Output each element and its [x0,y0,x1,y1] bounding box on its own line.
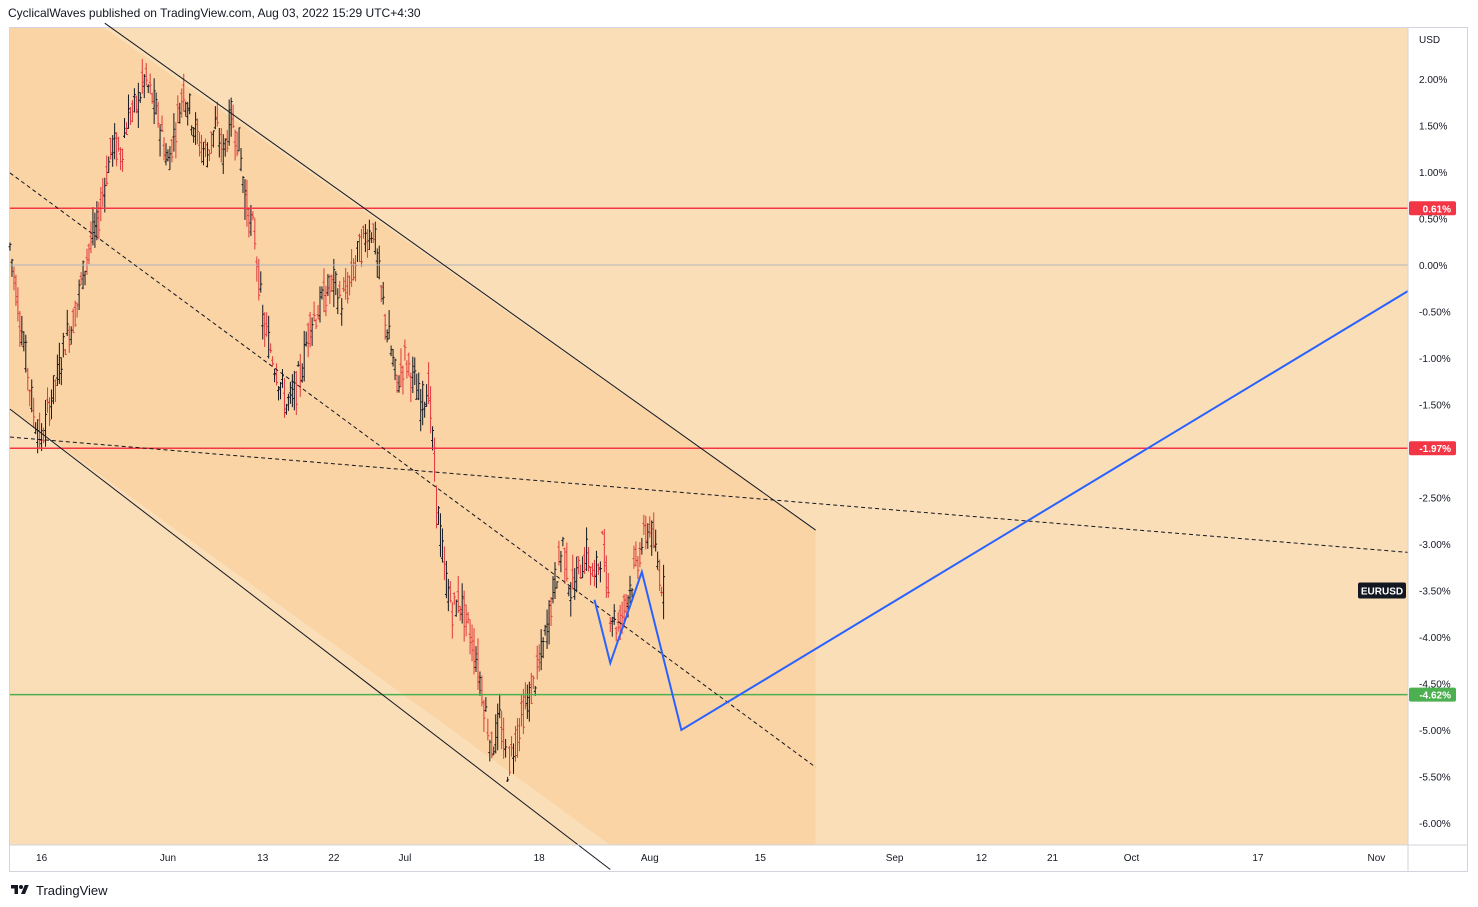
time-tick-label: 15 [755,853,767,864]
level-value-tag-text: -4.62% [1419,691,1451,702]
price-tick-label: -2.50% [1419,494,1451,505]
price-tick-label: -4.50% [1419,680,1451,691]
price-tick-label: -5.50% [1419,773,1451,784]
channel-upper-line[interactable] [104,22,816,531]
level-value-tag-text: -1.97% [1419,444,1451,455]
price-tick-label: -0.50% [1419,308,1451,319]
publish-info: CyclicalWaves published on TradingView.c… [8,6,421,20]
symbol-tag-text: EURUSD [1361,587,1403,598]
level-value-tag [1409,441,1456,456]
time-tick-label: 22 [328,853,340,864]
channel-shade [10,28,816,845]
time-tick-label: 18 [534,853,546,864]
price-tick-label: -3.50% [1419,587,1451,598]
price-tick-label: 2.00% [1419,75,1447,86]
price-tick-label: -6.00% [1419,819,1451,830]
price-tick-label: -1.50% [1419,401,1451,412]
currency-label: USD [1419,35,1440,46]
footer-branding[interactable]: TradingView [10,880,108,900]
channel-mid-dashed-line[interactable] [9,172,816,768]
price-tick-label: -4.00% [1419,633,1451,644]
price-tick-label: -1.00% [1419,354,1451,365]
time-tick-label: Sep [886,853,904,864]
time-tick-label: 17 [1252,853,1264,864]
brand-name: TradingView [36,882,108,898]
time-tick-label: 12 [976,853,988,864]
time-axis: 16 Jun 13 22 Jul 18 Aug 15 Sep 12 21 Oct 17 Nov [36,853,1385,864]
wave-projection-path[interactable] [593,290,1409,732]
price-tick-label: 0.00% [1419,261,1447,272]
time-tick-label: Aug [641,853,659,864]
time-tick-label: 13 [257,853,269,864]
chart-frame [9,27,1468,872]
tradingview-logo-icon [11,885,29,894]
time-tick-label: Nov [1368,853,1386,864]
axis-tags: 0.61% -1.97% -4.62% [1409,201,1456,702]
time-tick-label: Oct [1124,853,1140,864]
level-value-tag [1409,201,1456,216]
time-tick-label: Jun [160,853,176,864]
level-value-tag-text: 0.61% [1423,204,1451,215]
symbol-tag: EURUSD [1358,582,1406,599]
horizontal-levels [10,207,1408,696]
price-tick-label: -5.00% [1419,726,1451,737]
time-tick-label: 21 [1047,853,1059,864]
symbol-tag-box [1358,582,1406,599]
time-tick-label: Jul [399,853,412,864]
trend-dashed-line[interactable] [9,436,1409,553]
price-axis: 2.00% 1.50% 1.00% 0.50% 0.00% -0.50% -1.00% -1.… [1419,75,1451,830]
level-value-tag [1409,687,1456,702]
price-tick-label: 1.00% [1419,168,1447,179]
price-tick-label: 0.50% [1419,215,1447,226]
channel-lower-line[interactable] [9,408,611,870]
price-tick-label: 1.50% [1419,122,1447,133]
candles-layer [8,59,666,782]
time-tick-label: 16 [36,853,48,864]
price-tick-label: -3.00% [1419,540,1451,551]
